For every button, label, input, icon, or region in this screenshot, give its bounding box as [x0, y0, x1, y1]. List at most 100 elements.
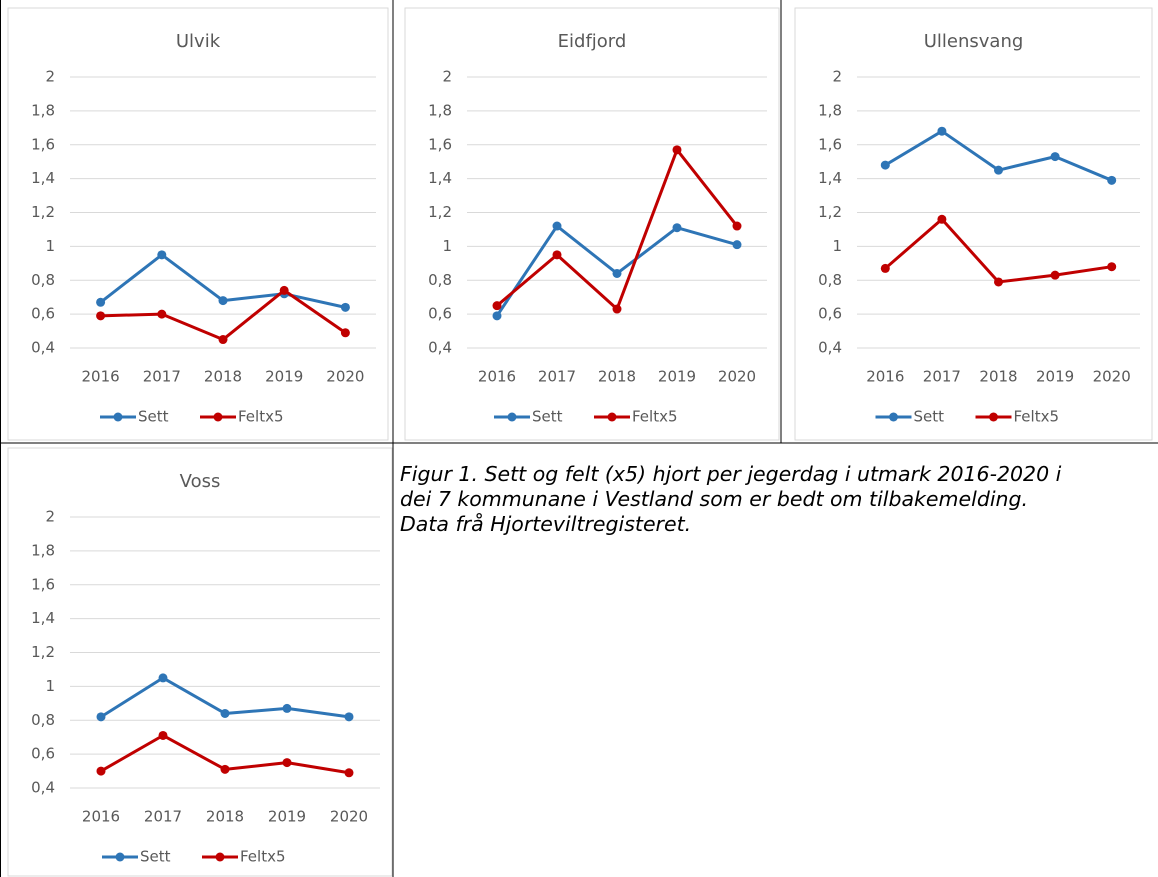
data-point [937, 214, 947, 224]
panel-frame [7, 447, 393, 877]
y-tick-label: 2 [45, 68, 55, 86]
y-tick-label: 1,8 [31, 101, 55, 119]
x-tick-label: 2017 [538, 368, 576, 386]
y-tick-label: 2 [45, 508, 55, 526]
data-point [937, 126, 947, 136]
data-point [96, 766, 106, 776]
y-tick-label: 1,2 [428, 203, 452, 221]
data-point [157, 309, 167, 319]
y-tick-label: 1,2 [31, 643, 55, 661]
data-point [158, 673, 168, 683]
data-point [1050, 152, 1060, 162]
legend-label: Sett [138, 408, 169, 426]
y-tick-label: 1,6 [428, 135, 452, 153]
panel-frames [7, 7, 1153, 877]
legend-marker [213, 412, 223, 422]
x-tick-label: 2017 [144, 808, 182, 826]
x-tick-label: 2018 [979, 368, 1017, 386]
chart: Ullensvang 0,4 0,6 0,8 1 1,2 1,4 1,6 1,8 2 2016 201… [818, 31, 1140, 426]
legend-label: Sett [532, 408, 563, 426]
legend-marker [215, 852, 225, 862]
panel-frame [404, 7, 780, 441]
caption-line: Data frå Hjorteviltregisteret. [400, 512, 692, 536]
data-point [158, 730, 168, 740]
data-point [880, 160, 890, 170]
y-tick-label: 1,4 [31, 609, 55, 627]
data-point [492, 311, 502, 321]
data-point [344, 712, 354, 722]
x-tick-label: 2019 [268, 808, 306, 826]
x-tick-label: 2020 [330, 808, 368, 826]
x-tick-label: 2020 [326, 368, 364, 386]
y-tick-label: 0,6 [31, 305, 55, 323]
x-tick-label: 2019 [1036, 368, 1074, 386]
data-point [96, 311, 106, 321]
chart-title: Ullensvang [924, 31, 1024, 52]
x-tick-label: 2018 [598, 368, 636, 386]
data-point [672, 145, 682, 155]
data-point [96, 712, 106, 722]
panel-frame [7, 7, 389, 441]
legend-marker [113, 412, 123, 422]
data-point [672, 223, 682, 233]
x-tick-label: 2016 [82, 368, 120, 386]
y-tick-label: 0,6 [31, 745, 55, 763]
legend-label: Sett [140, 848, 171, 866]
x-tick-label: 2020 [1093, 368, 1131, 386]
x-tick-label: 2016 [478, 368, 516, 386]
chart-title: Eidfjord [558, 31, 627, 52]
y-tick-label: 0,4 [818, 339, 842, 357]
y-tick-label: 0,8 [31, 271, 55, 289]
y-tick-label: 0,8 [428, 271, 452, 289]
y-tick-label: 1,4 [818, 169, 842, 187]
y-tick-label: 2 [442, 68, 452, 86]
y-tick-label: 1 [45, 677, 55, 695]
legend-label: Feltx5 [240, 848, 286, 866]
chart: Eidfjord 0,4 0,6 0,8 1 1,2 1,4 1,6 1,8 2 2016 2017 2… [428, 31, 767, 426]
x-tick-label: 2019 [658, 368, 696, 386]
x-tick-label: 2018 [206, 808, 244, 826]
data-point [612, 304, 622, 314]
data-point [279, 285, 289, 295]
y-tick-label: 0,6 [428, 305, 452, 323]
y-tick-label: 0,4 [31, 779, 55, 797]
y-tick-label: 0,6 [818, 305, 842, 323]
x-tick-label: 2017 [923, 368, 961, 386]
y-tick-label: 1,4 [428, 169, 452, 187]
y-tick-label: 1,6 [818, 135, 842, 153]
caption-line: dei 7 kommunane i Vestland som er bedt o… [400, 487, 1029, 511]
y-tick-label: 1,4 [31, 169, 55, 187]
data-point [96, 297, 106, 307]
chart: Voss 0,4 0,6 0,8 1 1,2 1,4 1,6 1,8 2 2016 2017 2018 2… [31, 471, 380, 866]
caption: Figur 1. Sett og felt (x5) hjort per jeg… [400, 462, 1158, 537]
data-point [552, 221, 562, 231]
data-point [220, 764, 230, 774]
data-point [340, 328, 350, 338]
y-tick-label: 1,8 [818, 101, 842, 119]
legend-marker [989, 412, 998, 422]
legend-label: Feltx5 [632, 408, 678, 426]
legend-label: Sett [914, 408, 945, 426]
x-tick-label: 2018 [204, 368, 242, 386]
data-point [220, 708, 230, 718]
y-tick-label: 1,8 [428, 101, 452, 119]
data-point [282, 758, 292, 768]
data-point [1107, 262, 1117, 272]
y-tick-label: 1,8 [31, 541, 55, 559]
x-tick-label: 2019 [265, 368, 303, 386]
y-tick-label: 1,6 [31, 575, 55, 593]
y-tick-label: 0,4 [31, 339, 55, 357]
data-point [1107, 175, 1117, 185]
y-tick-label: 1,2 [31, 203, 55, 221]
data-point [282, 703, 292, 713]
chart: Ulvik 0,4 0,6 0,8 1 1,2 1,4 1,6 1,8 2 2016 2017 2018… [31, 31, 376, 426]
data-point [218, 296, 228, 306]
data-point [344, 768, 354, 778]
data-point [157, 250, 167, 260]
legend-marker [607, 412, 617, 422]
y-tick-label: 0,8 [818, 271, 842, 289]
data-point [1050, 270, 1060, 280]
y-tick-label: 1,6 [31, 135, 55, 153]
